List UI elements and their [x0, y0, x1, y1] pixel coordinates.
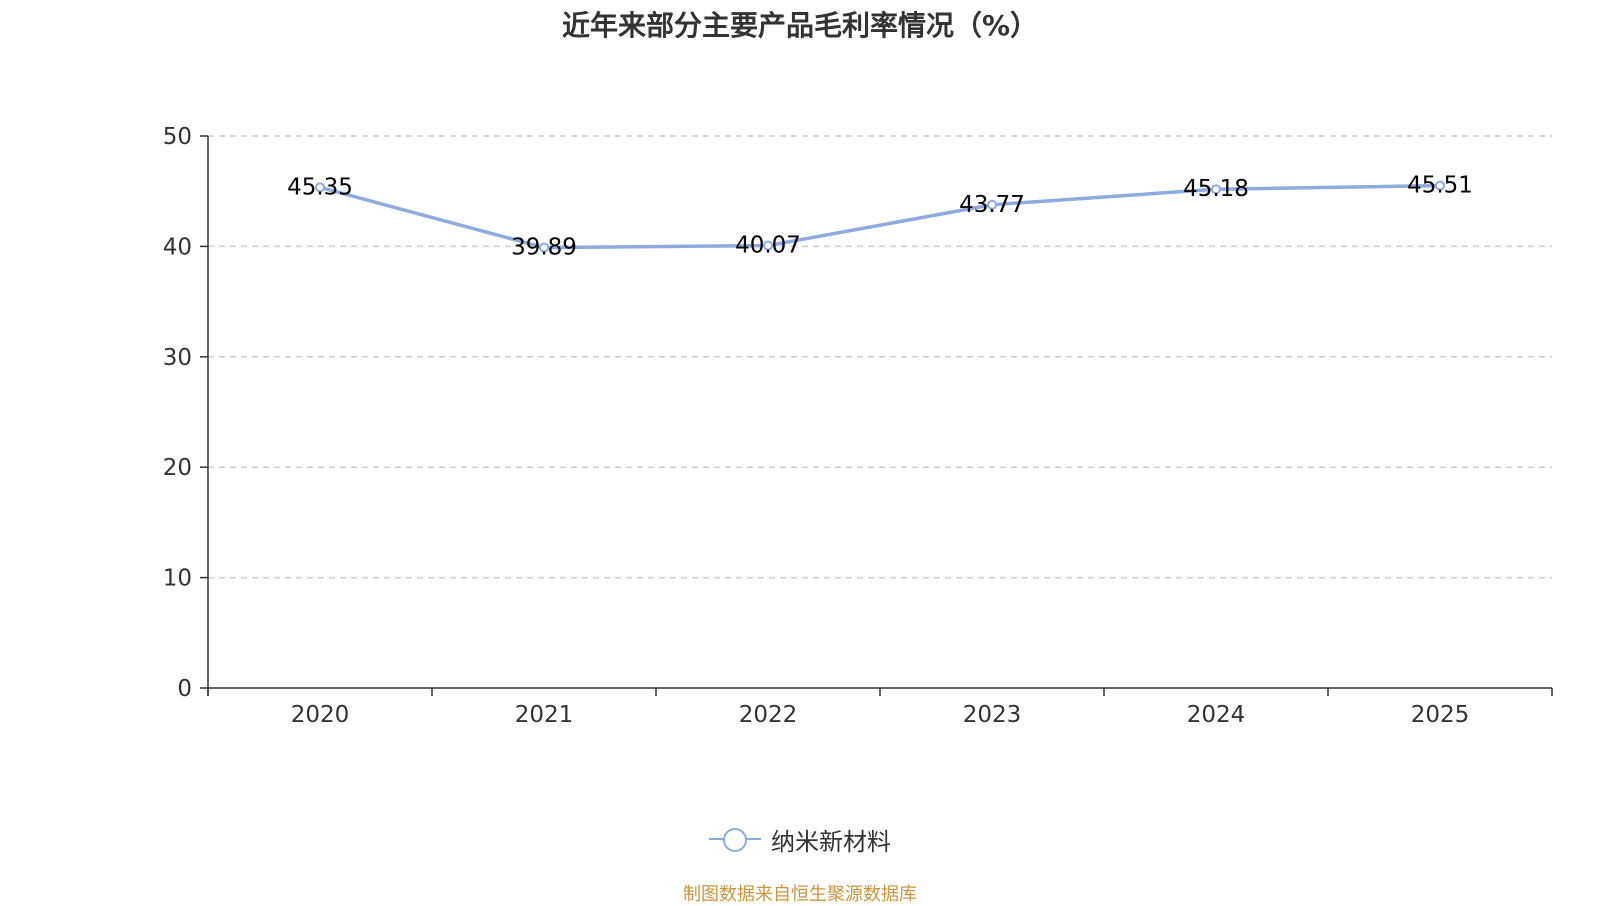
- data-point: [315, 182, 325, 193]
- legend[interactable]: 纳米新材料: [0, 822, 1600, 856]
- data-label: 43.77: [959, 192, 1025, 218]
- x-tick-label: 2025: [1411, 702, 1470, 728]
- series-line: [319, 183, 1441, 250]
- data-point: [1211, 184, 1221, 195]
- legend-label: 纳米新材料: [771, 827, 891, 856]
- data-point: [763, 240, 773, 251]
- data-point: [539, 242, 549, 253]
- grid-lines: [208, 135, 1552, 579]
- data-label: 45.35: [287, 174, 353, 200]
- y-tick-label: 40: [163, 234, 192, 260]
- data-point: [1435, 180, 1445, 191]
- y-tick-label: 30: [163, 345, 192, 371]
- y-tick-label: 0: [177, 676, 192, 702]
- data-label: 45.18: [1183, 176, 1249, 202]
- x-tick-label: 2022: [739, 702, 798, 728]
- source-note: 制图数据来自恒生聚源数据库: [683, 884, 917, 905]
- series: [315, 180, 1445, 253]
- x-tick-label: 2021: [515, 702, 574, 728]
- y-tick-label: 20: [163, 455, 192, 481]
- y-tick-label: 10: [163, 566, 192, 592]
- data-labels: 45.35 39.89 40.07 43.77 45.18 45.51: [287, 173, 1473, 261]
- y-tick-label: 50: [163, 124, 192, 150]
- data-label: 45.51: [1407, 173, 1473, 199]
- legend-swatch-icon: [709, 827, 761, 852]
- legend-marker: [723, 828, 747, 852]
- axes: 0 10 20 30 40 50 2020 2021 2022 2023 2024 2025: [163, 124, 1553, 728]
- chart-title: 近年来部分主要产品毛利率情况（%）: [561, 9, 1039, 42]
- data-point: [987, 199, 997, 210]
- x-tick-label: 2023: [963, 702, 1022, 728]
- x-tick-label: 2024: [1187, 702, 1246, 728]
- data-label: 40.07: [735, 233, 801, 259]
- data-label: 39.89: [511, 235, 577, 261]
- x-tick-label: 2020: [291, 702, 350, 728]
